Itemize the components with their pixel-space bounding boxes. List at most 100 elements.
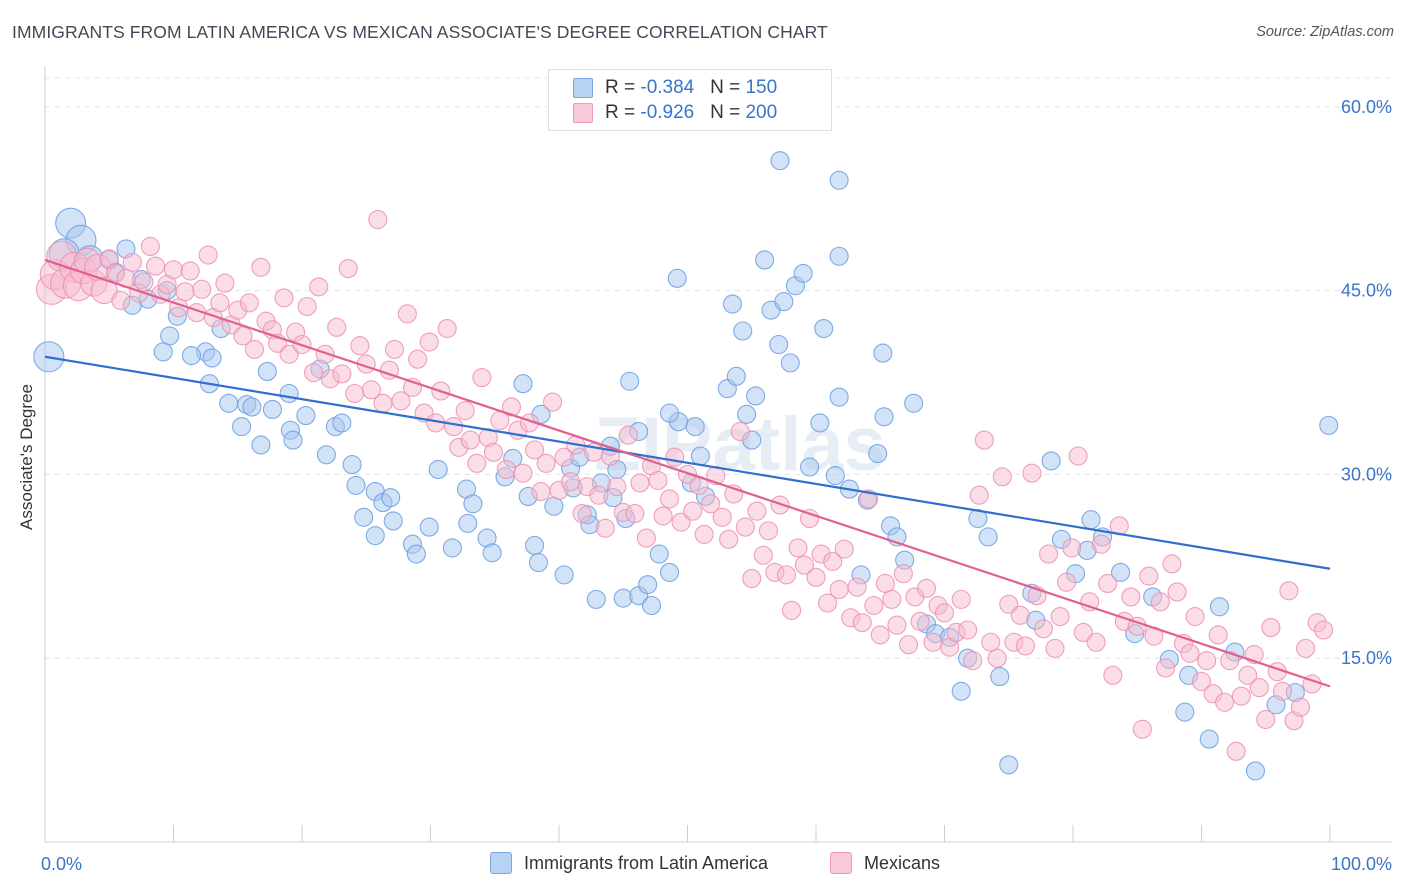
data-point [1238, 665, 1258, 685]
data-point [1199, 729, 1219, 749]
data-point [554, 565, 574, 585]
data-point [1010, 605, 1030, 625]
data-point [776, 565, 796, 585]
pink-swatch [573, 103, 593, 123]
data-point [810, 413, 830, 433]
data-point [1155, 658, 1176, 678]
data-point [910, 611, 930, 631]
source-label: Source: ZipAtlas.com [1256, 24, 1394, 40]
data-point [733, 321, 753, 341]
data-point [316, 445, 336, 465]
data-point [690, 446, 710, 466]
data-point [887, 615, 907, 635]
data-point [753, 545, 773, 565]
data-point [589, 485, 609, 505]
data-point [160, 326, 180, 346]
data-point [309, 277, 329, 297]
data-point [742, 568, 762, 589]
data-point [625, 504, 645, 524]
data-point [990, 667, 1010, 687]
data-point [755, 250, 775, 270]
data-point [665, 447, 685, 467]
data-point [712, 507, 732, 527]
series-mexicans-points [35, 209, 1334, 761]
r-value: -0.926 [640, 102, 695, 123]
tick-labels: 15.0% 30.0% 45.0% 60.0% 0.0% 100.0% [41, 97, 1392, 874]
n-value: 200 [745, 102, 778, 123]
data-point [864, 595, 884, 616]
data-point [677, 464, 698, 484]
n-label: N = [710, 77, 746, 98]
trend-line-latin-america [44, 355, 1331, 570]
data-point [163, 260, 184, 280]
data-point [875, 573, 895, 593]
data-point [1022, 463, 1042, 483]
data-point [730, 421, 750, 442]
data-point [829, 246, 849, 266]
data-point [800, 508, 820, 529]
data-point [345, 383, 365, 404]
data-point [829, 580, 849, 600]
blue-swatch [573, 78, 593, 98]
data-point [1256, 709, 1276, 730]
data-point [279, 383, 299, 404]
data-point [780, 353, 800, 373]
data-point [726, 366, 746, 386]
data-point [460, 430, 480, 450]
data-point [513, 374, 533, 394]
data-point [419, 517, 439, 537]
data-point [874, 407, 894, 427]
data-point [806, 567, 826, 587]
data-point [198, 245, 218, 265]
data-point [974, 430, 994, 450]
data-point [1162, 554, 1182, 574]
data-point [659, 403, 680, 423]
data-point [239, 293, 259, 313]
data-point [1150, 592, 1170, 612]
data-point [1209, 597, 1230, 617]
data-point [1098, 573, 1118, 593]
y-tick-label: 30.0% [1341, 464, 1392, 484]
legend-item-mexicans: Mexicans [830, 852, 940, 874]
data-point [444, 417, 464, 437]
data-point [406, 544, 426, 564]
data-point [814, 319, 834, 339]
data-point [659, 489, 680, 509]
data-point [770, 151, 790, 171]
data-point [882, 589, 902, 609]
data-point [659, 562, 680, 582]
data-point [455, 401, 475, 421]
data-point [242, 397, 262, 417]
data-point [1033, 619, 1053, 639]
data-point [315, 344, 335, 364]
data-point [338, 258, 358, 279]
data-point [192, 279, 212, 299]
data-point [262, 399, 282, 419]
data-point [1039, 544, 1059, 564]
grid-lines [45, 77, 1392, 659]
x-tick-label: 0.0% [41, 854, 82, 874]
data-point [794, 555, 814, 575]
data-point [153, 342, 173, 362]
trend-lines [44, 258, 1331, 688]
data-point [145, 256, 166, 276]
data-point [1249, 678, 1269, 698]
pink-swatch [830, 852, 852, 874]
data-point [873, 343, 893, 363]
data-point [279, 344, 299, 364]
data-point [219, 393, 239, 413]
data-point [595, 518, 615, 538]
data-point [671, 512, 691, 532]
data-point [769, 334, 789, 355]
data-point [1045, 638, 1065, 658]
data-point [630, 473, 650, 493]
legend-item-latin-america: Immigrants from Latin America [490, 852, 768, 874]
data-point [1208, 625, 1228, 645]
data-point [346, 475, 366, 495]
data-point [1050, 606, 1070, 627]
y-tick-label: 60.0% [1341, 97, 1392, 117]
data-point [233, 326, 253, 346]
data-point [463, 494, 483, 514]
data-point [437, 319, 457, 339]
data-point [829, 170, 849, 190]
